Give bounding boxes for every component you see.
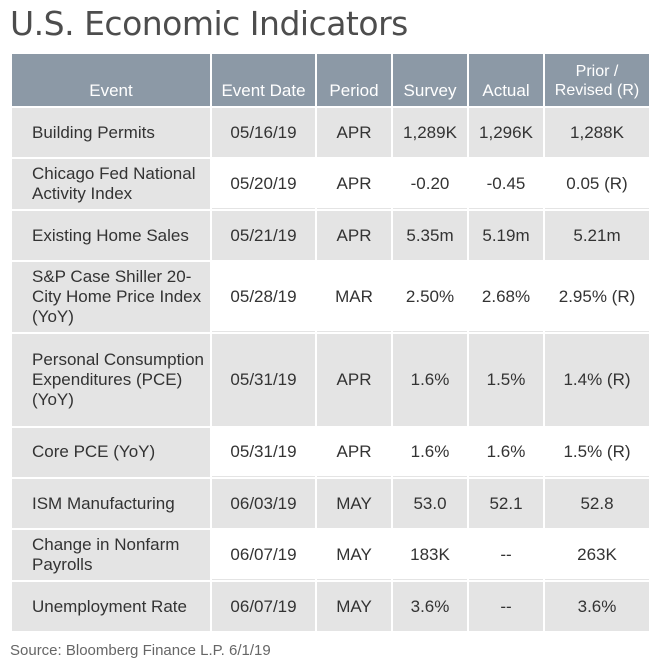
cell-date: 06/07/19	[212, 582, 315, 631]
header-prior-line2: Revised (R)	[554, 82, 640, 99]
header-prior-line1: Prior /	[575, 63, 619, 80]
cell-actual: -0.45	[469, 159, 543, 209]
cell-event: Core PCE (YoY)	[12, 428, 210, 477]
indicators-table: Event Event Date Period Survey Actual Pr…	[10, 52, 651, 633]
cell-prior: 1.4% (R)	[545, 334, 649, 426]
cell-prior: 5.21m	[545, 211, 649, 260]
cell-actual: 5.19m	[469, 211, 543, 260]
cell-survey: 53.0	[393, 479, 467, 528]
header-survey: Survey	[393, 54, 467, 106]
cell-event: Personal Consumption Expenditures (PCE) …	[12, 334, 210, 426]
cell-actual: 1,296K	[469, 108, 543, 157]
cell-period: APR	[317, 159, 391, 209]
header-actual: Actual	[469, 54, 543, 106]
table-row: Change in Nonfarm Payrolls 06/07/19 MAY …	[12, 530, 649, 580]
cell-period: MAY	[317, 582, 391, 631]
cell-event: Chicago Fed National Activity Index	[12, 159, 210, 209]
cell-actual: 52.1	[469, 479, 543, 528]
cell-date: 06/03/19	[212, 479, 315, 528]
cell-survey: 1.6%	[393, 334, 467, 426]
cell-period: MAY	[317, 530, 391, 580]
cell-event: ISM Manufacturing	[12, 479, 210, 528]
cell-survey: 1.6%	[393, 428, 467, 477]
table-row: S&P Case Shiller 20-City Home Price Inde…	[12, 262, 649, 332]
cell-survey: 3.6%	[393, 582, 467, 631]
cell-prior: 2.95% (R)	[545, 262, 649, 332]
source-note: Source: Bloomberg Finance L.P. 6/1/19	[10, 642, 271, 659]
cell-event: Building Permits	[12, 108, 210, 157]
header-period: Period	[317, 54, 391, 106]
cell-period: MAR	[317, 262, 391, 332]
cell-period: APR	[317, 334, 391, 426]
table-row: Existing Home Sales 05/21/19 APR 5.35m 5…	[12, 211, 649, 260]
cell-prior: 1,288K	[545, 108, 649, 157]
cell-prior: 52.8	[545, 479, 649, 528]
cell-period: APR	[317, 108, 391, 157]
cell-prior: 263K	[545, 530, 649, 580]
cell-prior: 3.6%	[545, 582, 649, 631]
cell-date: 05/20/19	[212, 159, 315, 209]
table-row: Building Permits 05/16/19 APR 1,289K 1,2…	[12, 108, 649, 157]
header-event-date: Event Date	[212, 54, 315, 106]
table-row: ISM Manufacturing 06/03/19 MAY 53.0 52.1…	[12, 479, 649, 528]
header-prior-revised: Prior / Revised (R)	[545, 54, 649, 106]
cell-survey: 2.50%	[393, 262, 467, 332]
cell-date: 05/16/19	[212, 108, 315, 157]
table-row: Personal Consumption Expenditures (PCE) …	[12, 334, 649, 426]
cell-date: 05/31/19	[212, 428, 315, 477]
cell-prior: 0.05 (R)	[545, 159, 649, 209]
cell-prior: 1.5% (R)	[545, 428, 649, 477]
cell-survey: -0.20	[393, 159, 467, 209]
page-title: U.S. Economic Indicators	[10, 4, 408, 43]
cell-date: 05/31/19	[212, 334, 315, 426]
cell-survey: 1,289K	[393, 108, 467, 157]
cell-period: APR	[317, 428, 391, 477]
cell-event: S&P Case Shiller 20-City Home Price Inde…	[12, 262, 210, 332]
cell-actual: 1.6%	[469, 428, 543, 477]
table-row: Chicago Fed National Activity Index 05/2…	[12, 159, 649, 209]
cell-event: Unemployment Rate	[12, 582, 210, 631]
table-row: Core PCE (YoY) 05/31/19 APR 1.6% 1.6% 1.…	[12, 428, 649, 477]
table-row: Unemployment Rate 06/07/19 MAY 3.6% -- 3…	[12, 582, 649, 631]
cell-actual: --	[469, 530, 543, 580]
cell-survey: 5.35m	[393, 211, 467, 260]
cell-actual: --	[469, 582, 543, 631]
cell-period: APR	[317, 211, 391, 260]
cell-event: Change in Nonfarm Payrolls	[12, 530, 210, 580]
cell-period: MAY	[317, 479, 391, 528]
cell-survey: 183K	[393, 530, 467, 580]
cell-actual: 2.68%	[469, 262, 543, 332]
cell-date: 05/21/19	[212, 211, 315, 260]
cell-date: 06/07/19	[212, 530, 315, 580]
cell-event: Existing Home Sales	[12, 211, 210, 260]
cell-date: 05/28/19	[212, 262, 315, 332]
header-event: Event	[12, 54, 210, 106]
table-header-row: Event Event Date Period Survey Actual Pr…	[12, 54, 649, 106]
cell-actual: 1.5%	[469, 334, 543, 426]
